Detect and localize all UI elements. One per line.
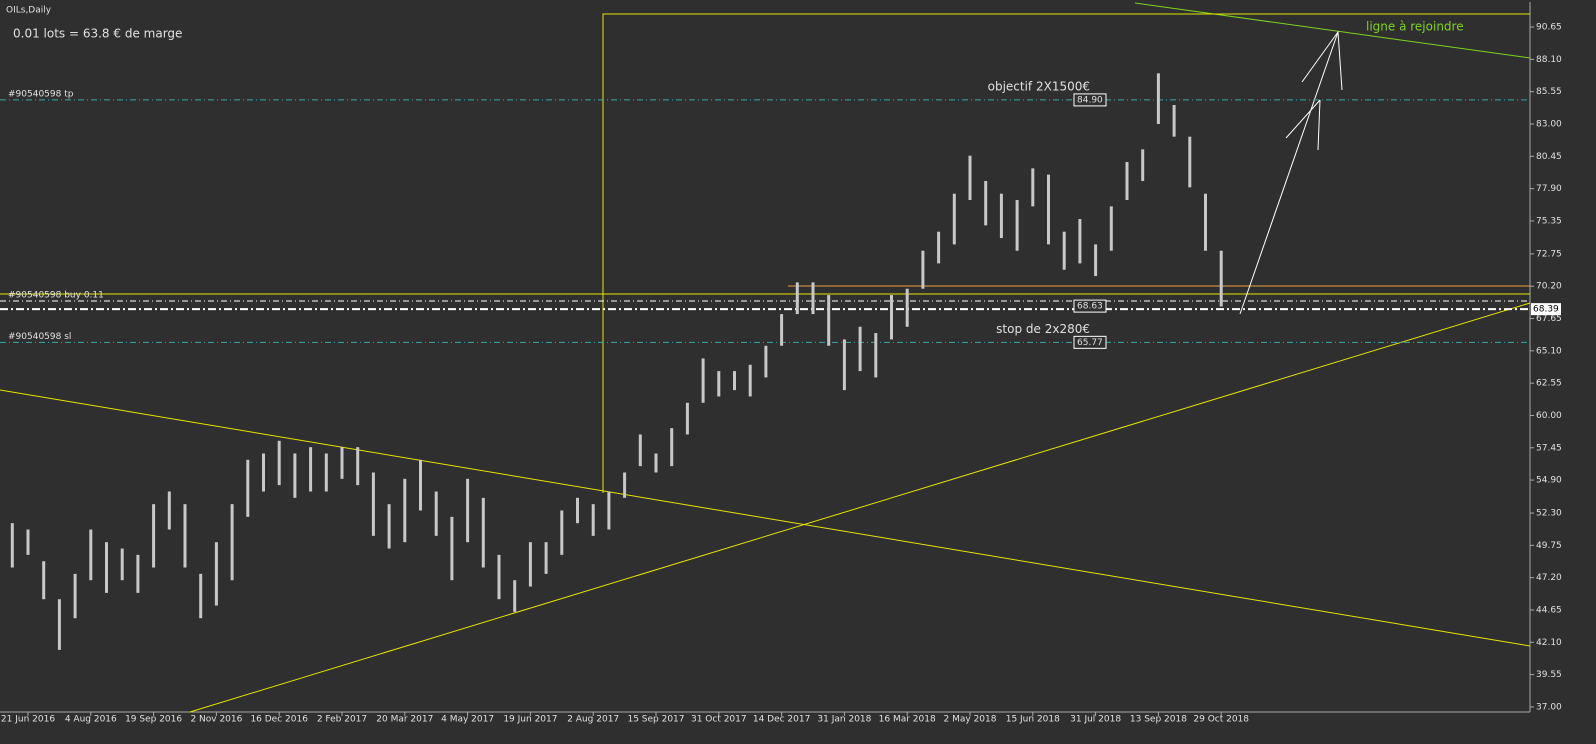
x-tick-label: 19 Jun 2017 xyxy=(503,715,557,725)
level-label: #90540598 sl xyxy=(8,332,71,342)
arrows xyxy=(1239,30,1343,315)
annotation-box-label: 84.90 xyxy=(1077,95,1103,105)
x-tick-label: 4 Aug 2016 xyxy=(65,715,117,725)
chart-title: OILs,Daily xyxy=(6,6,52,16)
y-tick-label: 44.65 xyxy=(1536,605,1562,615)
y-tick-label: 80.45 xyxy=(1536,152,1562,162)
y-tick-label: 39.55 xyxy=(1536,670,1562,680)
y-tick-label: 65.10 xyxy=(1536,346,1562,356)
y-tick-label: 67.65 xyxy=(1536,314,1562,324)
subtitle: 0.01 lots = 63.8 € de marge xyxy=(13,27,182,41)
annotation-box-label: 68.63 xyxy=(1077,302,1103,312)
y-tick-label: 72.75 xyxy=(1536,249,1562,259)
x-tick-label: 2 May 2018 xyxy=(944,715,997,725)
arrow xyxy=(1317,99,1321,151)
annotation-box xyxy=(1073,335,1107,349)
y-tick-label: 88.10 xyxy=(1536,55,1562,65)
target-label: ligne à rejoindre xyxy=(1366,20,1464,34)
y-tick-label: 57.45 xyxy=(1536,443,1562,453)
x-tick-label: 15 Jun 2018 xyxy=(1006,715,1060,725)
trendline xyxy=(0,389,1531,647)
x-tick-label: 29 Oct 2018 xyxy=(1193,715,1249,725)
annotation-box-label: 65.77 xyxy=(1077,338,1103,348)
x-tick-label: 15 Sep 2017 xyxy=(627,715,684,725)
arrow xyxy=(1239,31,1339,315)
annotation-box xyxy=(1073,93,1107,107)
x-tick-label: 2 Aug 2017 xyxy=(567,715,619,725)
y-tick-label: 54.90 xyxy=(1536,476,1562,486)
x-tick-label: 21 Jun 2016 xyxy=(1,715,55,725)
x-tick-label: 19 Sep 2016 xyxy=(125,715,182,725)
y-tick-label: 52.30 xyxy=(1536,509,1562,519)
x-tick-label: 31 Oct 2017 xyxy=(691,715,747,725)
x-tick-label: 16 Dec 2016 xyxy=(250,715,308,725)
y-tick-label: 83.00 xyxy=(1536,119,1562,129)
x-tick-label: 13 Sep 2018 xyxy=(1130,715,1187,725)
y-tick-label: 49.75 xyxy=(1536,541,1562,551)
level-label: #90540598 tp xyxy=(8,89,74,99)
x-tick-label: 16 Mar 2018 xyxy=(879,715,936,725)
price-box xyxy=(1531,303,1561,316)
rectangle xyxy=(602,13,1530,493)
current-price-label: 68.39 xyxy=(1533,305,1559,315)
y-tick-label: 47.20 xyxy=(1536,573,1562,583)
trendline xyxy=(1134,2,1531,59)
x-tick-label: 2 Feb 2017 xyxy=(317,715,367,725)
y-tick-label: 77.90 xyxy=(1536,184,1562,194)
arrow-head xyxy=(1301,30,1343,91)
y-tick-label: 70.20 xyxy=(1536,282,1562,292)
y-tick-label: 62.55 xyxy=(1536,379,1562,389)
x-tick-label: 14 Dec 2017 xyxy=(753,715,811,725)
y-tick-label: 75.35 xyxy=(1536,216,1562,226)
annotation: objectif 2X1500€ xyxy=(988,79,1090,93)
y-tick-label: 85.55 xyxy=(1536,87,1562,97)
x-tick-label: 2 Nov 2016 xyxy=(190,715,242,725)
x-tick-label: 4 May 2017 xyxy=(441,715,494,725)
x-tick-label: 31 Jul 2018 xyxy=(1070,715,1121,725)
y-tick-label: 37.00 xyxy=(1536,702,1562,712)
y-tick-label: 42.10 xyxy=(1536,638,1562,648)
arrow-head xyxy=(1285,99,1321,139)
y-tick-label: 60.00 xyxy=(1536,411,1562,421)
y-tick-label: 90.65 xyxy=(1536,23,1562,33)
annotation: stop de 2x280€ xyxy=(996,322,1090,336)
x-tick-label: 20 Mar 2017 xyxy=(376,715,433,725)
annotation-box xyxy=(1073,299,1107,313)
trendline xyxy=(189,302,1531,713)
x-tick-label: 31 Jan 2018 xyxy=(817,715,871,725)
level-label: #90540598 buy 0.11 xyxy=(8,291,104,301)
